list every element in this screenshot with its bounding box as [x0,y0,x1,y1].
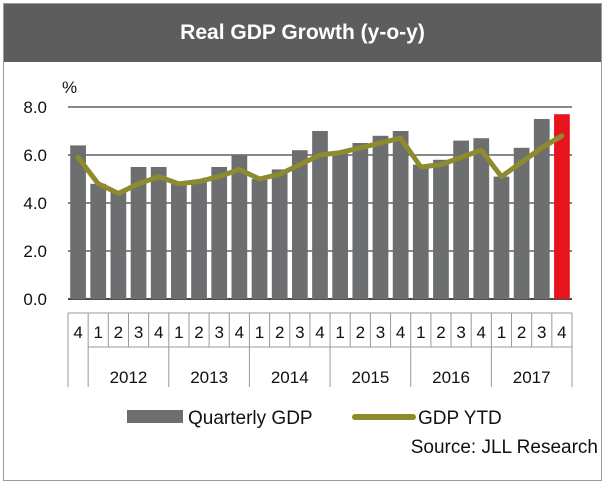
x-tick-label-quarter: 4 [477,323,486,342]
bar [291,150,308,299]
x-tick-label-quarter: 1 [255,323,264,342]
x-tick-label-year: 2012 [110,368,148,387]
x-tick-label-quarter: 2 [436,323,445,342]
x-tick-label-quarter: 1 [416,323,425,342]
bar [271,169,288,299]
x-tick-label-quarter: 2 [194,323,203,342]
x-tick-label-quarter: 3 [456,323,465,342]
bar [554,114,570,299]
x-tick-label-quarter: 4 [73,323,82,342]
bar [191,181,207,299]
bar [211,167,228,299]
bar [130,167,147,299]
x-tick-label-quarter: 4 [396,323,405,342]
x-tick-label-year: 2014 [271,368,309,387]
x-tick-label-quarter: 1 [335,323,344,342]
x-tick-label-quarter: 2 [275,323,284,342]
x-tick-label-quarter: 3 [134,323,143,342]
bar [473,138,490,299]
x-tick-label-quarter: 3 [376,323,385,342]
y-tick-label: 0.0 [23,290,47,309]
bar [171,183,187,299]
bar [533,119,550,299]
bar [332,152,349,299]
x-tick-label-year: 2015 [351,368,389,387]
y-tick-label: 2.0 [23,242,47,261]
y-axis-label: % [62,78,77,97]
bar [412,164,429,299]
bar [251,179,268,299]
bar [352,143,369,299]
x-tick-label-quarter: 4 [557,323,566,342]
bar [493,176,510,299]
x-tick-label-quarter: 2 [356,323,365,342]
x-tick-label-quarter: 3 [295,323,304,342]
chart-title: Real GDP Growth (y-o-y) [4,4,601,62]
x-tick-label-quarter: 2 [114,323,123,342]
bar [433,159,449,299]
bar [231,155,248,299]
x-tick-label-year: 2016 [432,368,470,387]
x-tick-label-quarter: 3 [214,323,223,342]
x-tick-label-quarter: 4 [154,323,163,342]
bar [513,147,530,299]
x-tick-label-quarter: 1 [497,323,506,342]
bar [70,145,86,299]
x-tick-label-quarter: 1 [94,323,103,342]
x-tick-label-year: 2017 [513,368,551,387]
y-tick-label: 8.0 [23,98,47,117]
bar [90,183,107,299]
bar [453,140,469,299]
bar [110,191,127,299]
y-tick-label: 4.0 [23,194,47,213]
x-tick-label-quarter: 3 [537,323,546,342]
x-tick-label-quarter: 4 [235,323,244,342]
bar [392,131,409,299]
bar [150,167,167,299]
bar [372,135,389,299]
x-tick-label-quarter: 2 [517,323,526,342]
x-tick-label-quarter: 1 [174,323,183,342]
legend-swatch-quarterly-gdp [127,410,183,423]
bar [312,131,328,299]
x-tick-label-quarter: 4 [315,323,324,342]
series-line-gdp-ytd [75,133,565,196]
x-tick-label-year: 2013 [190,368,228,387]
legend-label-quarterly-gdp: Quarterly GDP [188,408,313,429]
source-note: Source: JLL Research [410,437,598,458]
y-tick-label: 6.0 [23,146,47,165]
legend-label-gdp-ytd: GDP YTD [418,408,502,429]
